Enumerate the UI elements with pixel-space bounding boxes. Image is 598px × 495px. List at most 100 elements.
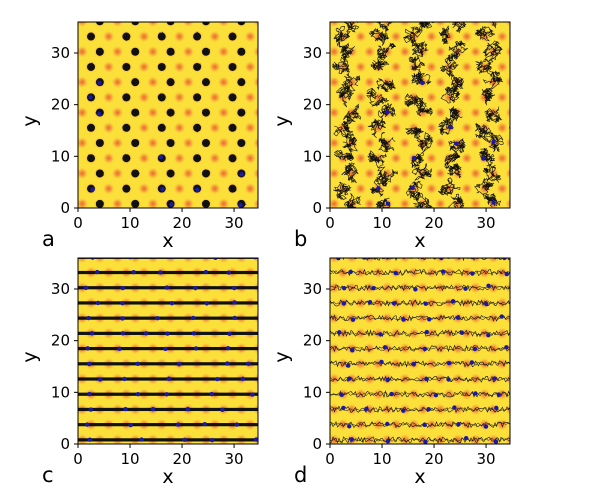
trajectory-cluster xyxy=(62,78,64,82)
particle-marker xyxy=(463,435,469,441)
particle-marker xyxy=(336,258,341,261)
x-axis-title: x xyxy=(414,230,425,252)
trajectory-cluster xyxy=(378,22,389,33)
particle-marker xyxy=(378,332,383,337)
particle-marker xyxy=(411,155,417,161)
x-tick-label: 20 xyxy=(172,214,191,232)
hotspot xyxy=(261,266,274,279)
hotspot xyxy=(504,311,510,325)
hotspot xyxy=(513,266,526,279)
particle-marker xyxy=(158,154,163,160)
particle-marker xyxy=(166,376,172,381)
trajectory-cluster xyxy=(201,47,210,56)
stripe-trajectory xyxy=(330,344,510,353)
trajectory-cluster xyxy=(87,123,96,132)
trajectory-cluster xyxy=(264,154,272,162)
particle-marker xyxy=(517,187,521,191)
hotspot xyxy=(261,327,274,340)
hotspot xyxy=(433,258,447,264)
trajectory-cluster xyxy=(376,199,391,208)
hotspot xyxy=(495,30,509,44)
particle-marker xyxy=(455,315,461,320)
particle-marker xyxy=(422,422,427,428)
hotspot xyxy=(513,418,526,431)
hotspot xyxy=(172,182,186,196)
hotspot xyxy=(460,90,474,104)
hotspot xyxy=(363,311,377,325)
hotspot xyxy=(243,30,257,44)
trajectory-cluster xyxy=(168,78,175,85)
hotspot xyxy=(504,258,510,264)
hotspot xyxy=(469,22,483,28)
hotspot xyxy=(371,418,385,432)
trajectory-cluster xyxy=(437,183,450,196)
particle-marker xyxy=(424,376,429,382)
hotspot xyxy=(310,76,323,89)
trajectory-cluster xyxy=(133,50,139,55)
trajectory-cluster xyxy=(159,123,165,129)
hotspot xyxy=(433,106,447,120)
hotspot xyxy=(111,106,125,120)
hotspot xyxy=(181,106,195,120)
particle-marker xyxy=(98,377,103,382)
hotspot xyxy=(504,136,510,150)
hotspot xyxy=(451,258,465,264)
hotspot xyxy=(345,258,359,264)
hotspot xyxy=(345,45,359,59)
stripe-trajectory xyxy=(330,420,510,429)
trajectory-cluster xyxy=(404,93,424,108)
trajectory-cluster xyxy=(60,139,68,147)
trajectory-cluster xyxy=(475,127,491,139)
stripe-trajectory xyxy=(330,346,510,351)
trajectory-cluster xyxy=(341,120,351,132)
particle-marker xyxy=(139,437,144,442)
hotspot xyxy=(137,151,151,165)
particle-marker xyxy=(504,345,509,350)
hotspot xyxy=(234,22,248,28)
particle-marker xyxy=(499,314,504,319)
particle-marker xyxy=(389,391,394,397)
particle-marker xyxy=(420,80,425,85)
particle-marker xyxy=(401,408,406,413)
hotspot xyxy=(181,258,195,264)
hotspot xyxy=(433,342,447,356)
particle-marker xyxy=(120,316,125,321)
particle-marker xyxy=(481,156,486,161)
hotspot xyxy=(363,197,377,208)
trajectory-cluster xyxy=(239,169,243,174)
plot-frame xyxy=(329,21,511,209)
hotspot xyxy=(137,121,151,135)
particle-marker xyxy=(492,376,497,381)
trajectory-cluster xyxy=(478,149,492,160)
trajectory-cluster xyxy=(384,79,396,92)
stripe-trajectory xyxy=(330,300,510,306)
hotspot xyxy=(424,90,438,104)
y-tick-label: 0 xyxy=(60,199,70,217)
y-tick-label: 0 xyxy=(312,435,322,453)
trajectory-cluster xyxy=(452,22,467,33)
particle-marker xyxy=(426,407,431,412)
hotspot xyxy=(181,197,195,208)
particle-marker xyxy=(220,407,225,413)
trajectory-cluster xyxy=(487,195,496,208)
x-tick-label: 0 xyxy=(325,214,335,232)
trajectory-cluster xyxy=(341,162,358,181)
trajectory-cluster xyxy=(484,192,502,207)
particle-marker xyxy=(424,329,429,335)
hotspot xyxy=(181,166,195,180)
hotspot xyxy=(164,22,178,28)
trajectory-cluster xyxy=(314,19,327,32)
trajectory-cluster xyxy=(131,22,140,26)
stripe-trajectory xyxy=(78,438,258,442)
hotspot xyxy=(252,167,258,180)
stripe-trajectory xyxy=(330,361,510,367)
stripe-trajectory xyxy=(330,406,510,412)
hotspot xyxy=(513,182,526,195)
hotspot xyxy=(58,15,71,28)
trajectory-cluster xyxy=(452,196,465,208)
hotspot xyxy=(208,30,222,44)
trajectory-cluster xyxy=(131,80,136,87)
trajectory-cluster xyxy=(451,22,465,28)
trajectory-cluster xyxy=(510,57,523,75)
